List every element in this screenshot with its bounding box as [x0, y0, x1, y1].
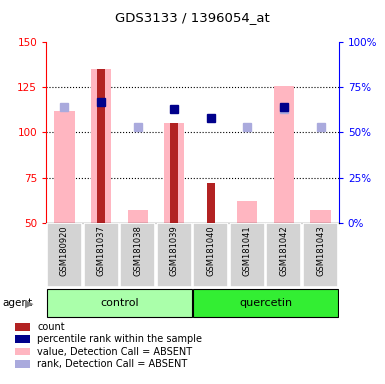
Text: GSM181038: GSM181038 [133, 225, 142, 276]
Text: GSM181039: GSM181039 [170, 225, 179, 276]
Text: GSM181037: GSM181037 [97, 225, 105, 276]
Bar [15, 335, 30, 343]
Text: agent: agent [2, 298, 32, 308]
Bar [230, 223, 265, 287]
Bar [157, 223, 192, 287]
Bar [237, 201, 258, 223]
Text: GSM181042: GSM181042 [280, 225, 288, 276]
Bar [47, 289, 192, 318]
Text: percentile rank within the sample: percentile rank within the sample [37, 334, 202, 344]
Text: GDS3133 / 1396054_at: GDS3133 / 1396054_at [115, 11, 270, 24]
Bar [170, 124, 178, 223]
Bar [15, 360, 30, 367]
Bar [127, 210, 148, 223]
Bar [97, 70, 105, 223]
Bar [310, 210, 331, 223]
Bar [15, 348, 30, 355]
Bar [274, 86, 294, 223]
Text: quercetin: quercetin [239, 298, 292, 308]
Bar [266, 223, 301, 287]
Bar [91, 70, 111, 223]
Bar [84, 223, 119, 287]
Bar [54, 111, 75, 223]
Bar [120, 223, 155, 287]
Bar [15, 323, 30, 331]
Text: GSM180920: GSM180920 [60, 225, 69, 276]
Bar [207, 183, 215, 223]
Bar [193, 223, 228, 287]
Text: value, Detection Call = ABSENT: value, Detection Call = ABSENT [37, 346, 192, 356]
Bar [303, 223, 338, 287]
Text: control: control [100, 298, 139, 308]
Bar [193, 289, 338, 318]
Text: GSM181043: GSM181043 [316, 225, 325, 276]
Text: count: count [37, 322, 65, 332]
Text: GSM181040: GSM181040 [206, 225, 215, 276]
Bar [47, 223, 82, 287]
Text: rank, Detection Call = ABSENT: rank, Detection Call = ABSENT [37, 359, 187, 369]
Text: ▶: ▶ [25, 298, 33, 308]
Bar [164, 124, 184, 223]
Text: GSM181041: GSM181041 [243, 225, 252, 276]
